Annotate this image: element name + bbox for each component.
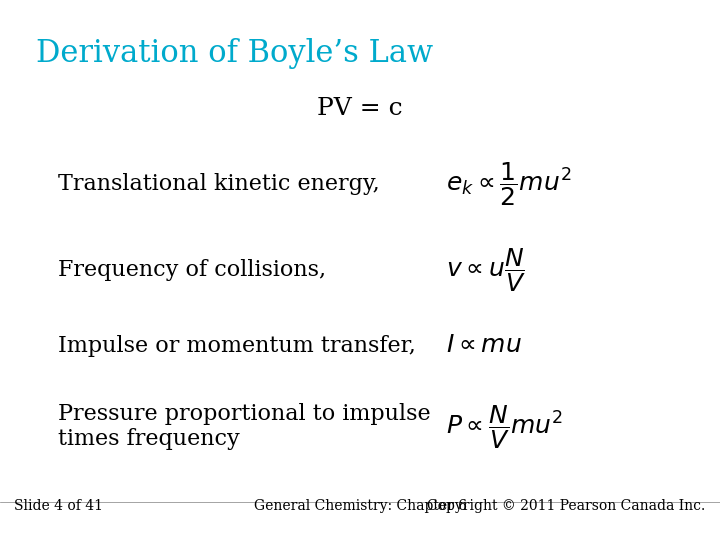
Text: $e_k \propto \dfrac{1}{2}mu^2$: $e_k \propto \dfrac{1}{2}mu^2$ [446,160,572,207]
Text: Derivation of Boyle’s Law: Derivation of Boyle’s Law [36,38,433,69]
Text: General Chemistry: Chapter 6: General Chemistry: Chapter 6 [253,499,467,513]
Text: Frequency of collisions,: Frequency of collisions, [58,259,325,281]
Text: $P \propto \dfrac{N}{V}mu^2$: $P \propto \dfrac{N}{V}mu^2$ [446,403,564,450]
Text: Copyright © 2011 Pearson Canada Inc.: Copyright © 2011 Pearson Canada Inc. [428,499,706,513]
Text: Impulse or momentum transfer,: Impulse or momentum transfer, [58,335,415,356]
Text: PV = c: PV = c [318,97,402,120]
Text: Translational kinetic energy,: Translational kinetic energy, [58,173,379,194]
Text: Slide 4 of 41: Slide 4 of 41 [14,499,104,513]
Text: $v \propto u\dfrac{N}{V}$: $v \propto u\dfrac{N}{V}$ [446,246,526,294]
Text: Pressure proportional to impulse
times frequency: Pressure proportional to impulse times f… [58,403,431,450]
Text: $I \propto mu$: $I \propto mu$ [446,334,523,357]
